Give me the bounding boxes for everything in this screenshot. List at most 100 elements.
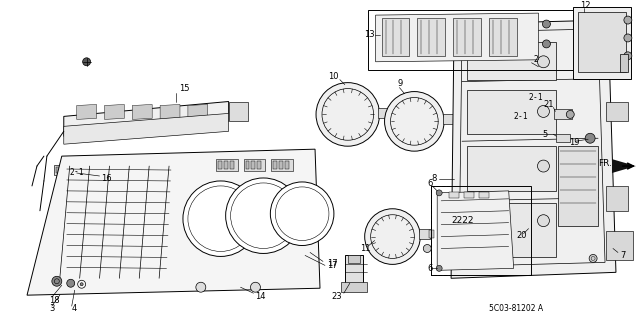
Bar	[453, 18, 481, 56]
Polygon shape	[160, 105, 180, 119]
Bar	[554, 109, 572, 119]
Text: 2222: 2222	[451, 216, 474, 225]
Circle shape	[423, 245, 431, 252]
Bar	[443, 115, 455, 124]
Bar	[257, 161, 261, 169]
Circle shape	[589, 255, 597, 263]
Bar	[218, 161, 221, 169]
Bar	[431, 186, 531, 275]
Polygon shape	[451, 20, 616, 278]
Bar	[454, 116, 459, 122]
Text: 17: 17	[327, 259, 337, 268]
Polygon shape	[64, 114, 228, 144]
Text: 18: 18	[49, 296, 60, 305]
Text: 16: 16	[102, 174, 112, 183]
Text: -: -	[75, 167, 77, 176]
Text: 13: 13	[364, 30, 374, 40]
Text: 10: 10	[328, 72, 339, 81]
Bar	[252, 161, 255, 169]
Text: 19: 19	[569, 138, 580, 147]
Circle shape	[624, 34, 632, 42]
Bar	[54, 165, 70, 175]
Text: 20: 20	[516, 231, 527, 240]
Bar	[489, 18, 516, 56]
Polygon shape	[437, 191, 514, 270]
Bar	[246, 161, 250, 169]
Polygon shape	[606, 231, 633, 260]
Circle shape	[589, 31, 597, 39]
Text: 15: 15	[179, 84, 189, 93]
Circle shape	[365, 209, 420, 264]
Circle shape	[80, 283, 83, 286]
Circle shape	[436, 190, 442, 196]
Bar	[230, 161, 234, 169]
Bar	[341, 282, 367, 292]
Bar	[273, 161, 277, 169]
Bar	[381, 18, 410, 56]
Bar	[244, 159, 266, 171]
Bar	[378, 108, 390, 118]
Bar	[467, 42, 556, 80]
Bar	[285, 161, 289, 169]
Circle shape	[538, 215, 549, 226]
Bar	[558, 146, 598, 226]
Text: -: -	[518, 112, 522, 121]
Circle shape	[250, 282, 260, 292]
Bar	[56, 167, 61, 173]
Bar	[271, 159, 293, 171]
Circle shape	[538, 160, 549, 172]
Circle shape	[83, 58, 91, 66]
Text: 4: 4	[72, 304, 77, 313]
Circle shape	[183, 181, 259, 256]
Bar	[367, 10, 576, 70]
Circle shape	[67, 279, 75, 287]
Circle shape	[270, 182, 334, 246]
Bar	[429, 230, 434, 238]
Text: 6: 6	[428, 264, 433, 273]
Text: 2: 2	[514, 112, 518, 121]
Polygon shape	[188, 105, 208, 119]
Text: FR.: FR.	[598, 159, 612, 167]
Bar	[573, 7, 631, 79]
Bar	[63, 167, 68, 173]
Text: 2: 2	[529, 93, 533, 102]
Bar	[479, 192, 489, 198]
Polygon shape	[606, 101, 628, 121]
Text: 21: 21	[543, 100, 554, 109]
Text: 1: 1	[79, 167, 83, 176]
Circle shape	[566, 110, 574, 118]
Text: 1: 1	[523, 112, 527, 121]
Bar	[279, 161, 284, 169]
Text: 12: 12	[580, 1, 591, 10]
Polygon shape	[27, 149, 320, 295]
Bar	[345, 256, 363, 285]
Circle shape	[543, 40, 550, 48]
Circle shape	[543, 20, 550, 28]
Circle shape	[624, 52, 632, 60]
Bar	[467, 90, 556, 134]
Text: -: -	[534, 93, 536, 102]
Bar	[223, 161, 228, 169]
Circle shape	[462, 33, 470, 41]
Circle shape	[52, 276, 62, 286]
Bar	[348, 256, 360, 263]
Text: 6: 6	[428, 179, 433, 189]
Bar	[578, 12, 626, 72]
Circle shape	[585, 133, 595, 143]
Text: 8: 8	[431, 174, 436, 183]
Text: 7: 7	[620, 251, 625, 260]
Polygon shape	[612, 159, 636, 173]
Text: 11: 11	[360, 244, 370, 253]
Polygon shape	[77, 105, 97, 119]
Bar	[464, 192, 474, 198]
Text: 3: 3	[49, 304, 54, 313]
Polygon shape	[132, 105, 152, 119]
Bar	[449, 192, 459, 198]
Polygon shape	[64, 101, 228, 136]
Bar	[620, 54, 628, 72]
Bar	[431, 186, 531, 275]
Text: 9: 9	[397, 79, 403, 88]
Bar	[388, 110, 394, 116]
Bar	[467, 146, 556, 191]
Polygon shape	[376, 13, 538, 62]
